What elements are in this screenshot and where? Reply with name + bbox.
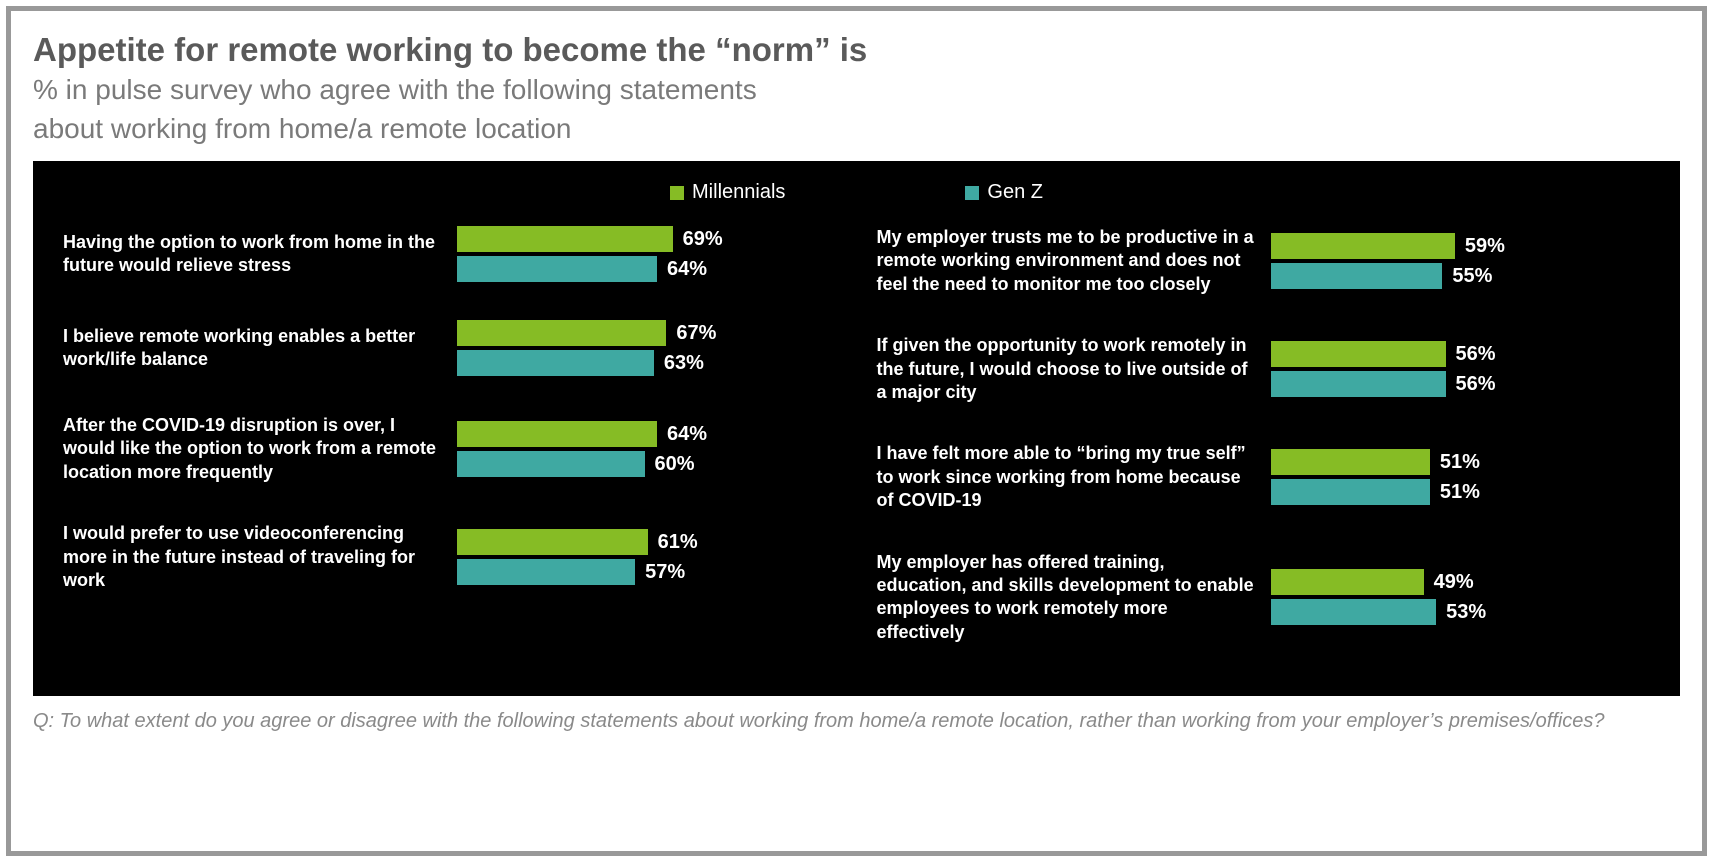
bar xyxy=(1271,263,1443,289)
legend-label: Millennials xyxy=(692,181,785,204)
chart-right-column: My employer trusts me to be productive i… xyxy=(877,226,1651,644)
bar xyxy=(1271,479,1430,505)
chart-subtitle-line2: about working from home/a remote locatio… xyxy=(33,111,1680,147)
bar-group: 56%56% xyxy=(1271,341,1651,397)
bar-value-label: 69% xyxy=(683,228,723,251)
bar-value-label: 64% xyxy=(667,258,707,281)
legend-swatch xyxy=(965,186,979,200)
bar-value-label: 53% xyxy=(1446,601,1486,624)
bar xyxy=(457,421,657,447)
chart-row: My employer trusts me to be productive i… xyxy=(877,226,1651,296)
bar-wrap: 51% xyxy=(1271,479,1651,505)
bar-wrap: 63% xyxy=(457,350,837,376)
chart-subtitle-line1: % in pulse survey who agree with the fol… xyxy=(33,72,1680,108)
legend-item: Millennials xyxy=(670,181,785,204)
bar-wrap: 69% xyxy=(457,226,837,252)
bar xyxy=(1271,569,1424,595)
bar-value-label: 51% xyxy=(1440,481,1480,504)
chart-row: Having the option to work from home in t… xyxy=(63,226,837,282)
chart-columns: Having the option to work from home in t… xyxy=(63,226,1650,644)
bar-group: 61%57% xyxy=(457,529,837,585)
chart-left-column: Having the option to work from home in t… xyxy=(63,226,837,644)
bar-value-label: 60% xyxy=(655,453,695,476)
chart-row: After the COVID-19 disruption is over, I… xyxy=(63,414,837,484)
statement-label: I have felt more able to “bring my true … xyxy=(877,442,1257,512)
bar xyxy=(1271,233,1455,259)
chart-row: My employer has offered training, educat… xyxy=(877,551,1651,645)
bar-value-label: 67% xyxy=(676,322,716,345)
bar-group: 69%64% xyxy=(457,226,837,282)
bar-wrap: 64% xyxy=(457,421,837,447)
bar-value-label: 61% xyxy=(658,531,698,554)
bar-wrap: 57% xyxy=(457,559,837,585)
bar xyxy=(1271,341,1446,367)
bar-value-label: 64% xyxy=(667,423,707,446)
bar-value-label: 56% xyxy=(1456,373,1496,396)
statement-label: I believe remote working enables a bette… xyxy=(63,325,443,372)
bar-group: 51%51% xyxy=(1271,449,1651,505)
bar xyxy=(457,451,645,477)
statement-label: My employer has offered training, educat… xyxy=(877,551,1257,645)
statement-label: My employer trusts me to be productive i… xyxy=(877,226,1257,296)
statement-label: After the COVID-19 disruption is over, I… xyxy=(63,414,443,484)
bar-wrap: 61% xyxy=(457,529,837,555)
bar-wrap: 59% xyxy=(1271,233,1651,259)
bar-wrap: 53% xyxy=(1271,599,1651,625)
bar-wrap: 67% xyxy=(457,320,837,346)
bar xyxy=(1271,371,1446,397)
chart-frame: Appetite for remote working to become th… xyxy=(6,6,1707,856)
bar-value-label: 59% xyxy=(1465,235,1505,258)
bar-wrap: 64% xyxy=(457,256,837,282)
bar-wrap: 51% xyxy=(1271,449,1651,475)
legend-item: Gen Z xyxy=(965,181,1043,204)
bar xyxy=(457,559,635,585)
bar xyxy=(457,226,673,252)
chart-area: Millennials Gen Z Having the option to wo… xyxy=(33,161,1680,696)
bar-wrap: 49% xyxy=(1271,569,1651,595)
bar-wrap: 55% xyxy=(1271,263,1651,289)
bar-wrap: 56% xyxy=(1271,341,1651,367)
bar-group: 59%55% xyxy=(1271,233,1651,289)
bar xyxy=(457,256,657,282)
chart-row: I have felt more able to “bring my true … xyxy=(877,442,1651,512)
bar xyxy=(457,529,648,555)
statement-label: If given the opportunity to work remotel… xyxy=(877,334,1257,404)
bar xyxy=(1271,599,1437,625)
bar-value-label: 55% xyxy=(1452,265,1492,288)
statement-label: Having the option to work from home in t… xyxy=(63,231,443,278)
bar xyxy=(1271,449,1430,475)
bar-group: 49%53% xyxy=(1271,569,1651,625)
bar xyxy=(457,320,666,346)
bar-value-label: 63% xyxy=(664,352,704,375)
bar xyxy=(457,350,654,376)
chart-legend: Millennials Gen Z xyxy=(63,181,1650,204)
bar-value-label: 51% xyxy=(1440,451,1480,474)
bar-value-label: 56% xyxy=(1456,343,1496,366)
bar-value-label: 57% xyxy=(645,561,685,584)
legend-swatch xyxy=(670,186,684,200)
bar-wrap: 56% xyxy=(1271,371,1651,397)
chart-row: I believe remote working enables a bette… xyxy=(63,320,837,376)
legend-label: Gen Z xyxy=(987,181,1043,204)
chart-title: Appetite for remote working to become th… xyxy=(33,29,1680,70)
statement-label: I would prefer to use videoconferencing … xyxy=(63,522,443,592)
chart-row: If given the opportunity to work remotel… xyxy=(877,334,1651,404)
bar-wrap: 60% xyxy=(457,451,837,477)
bar-group: 67%63% xyxy=(457,320,837,376)
chart-footnote: Q: To what extent do you agree or disagr… xyxy=(33,708,1680,735)
bar-group: 64%60% xyxy=(457,421,837,477)
bar-value-label: 49% xyxy=(1434,571,1474,594)
chart-row: I would prefer to use videoconferencing … xyxy=(63,522,837,592)
